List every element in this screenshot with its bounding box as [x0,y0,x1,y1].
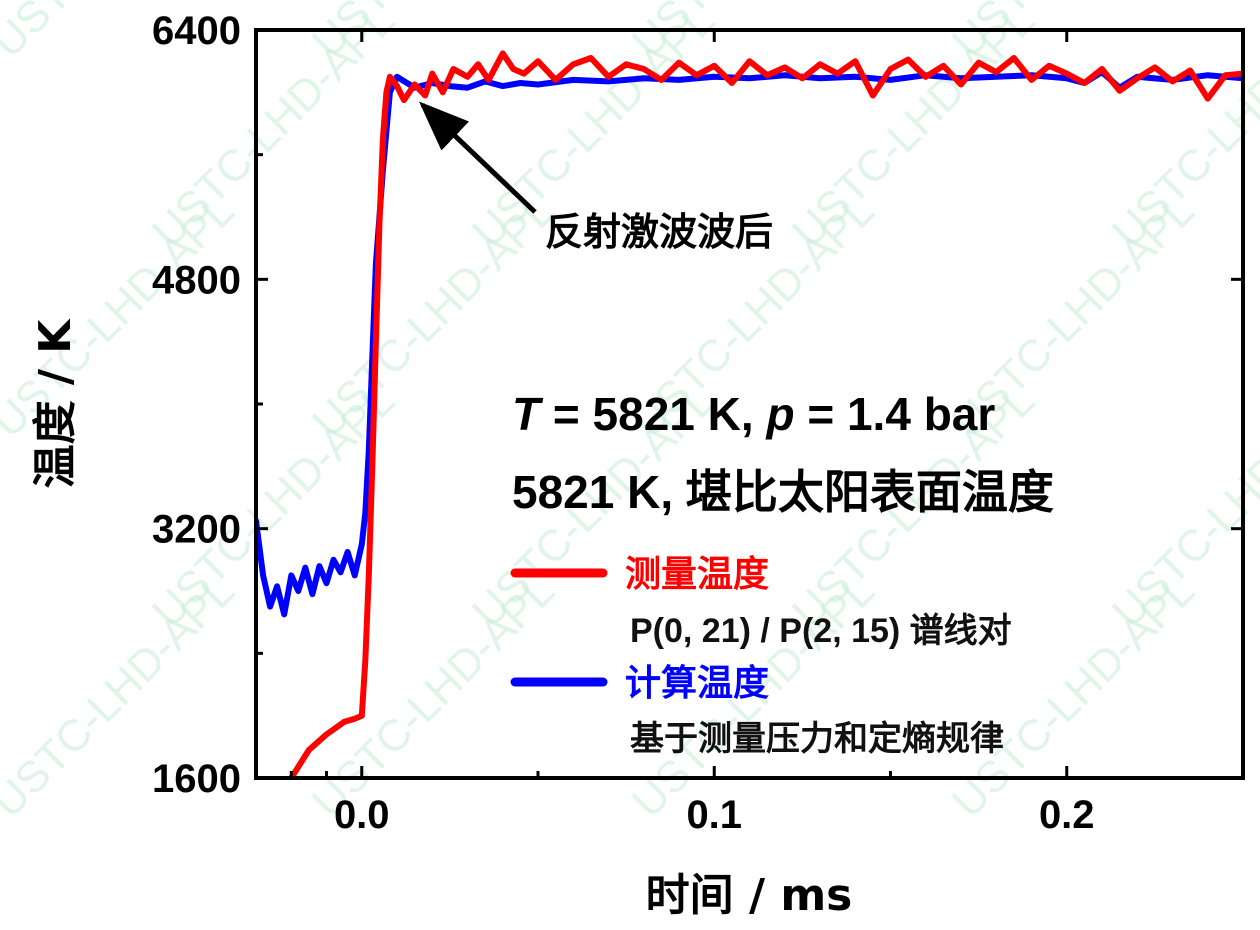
series-layer [256,50,1243,778]
ticks-layer: 0.0 0.1 0.2 1600 3200 4800 6400 [152,9,1243,837]
legend-label-calculated: 计算温度 [625,663,769,704]
condition-pressure-text: = 1.4 bar [795,388,996,440]
annotation-reflected-shock: 反射激波波后 [545,210,773,254]
series-line-calculated [256,69,1243,618]
y-tick-label: 4800 [152,258,241,302]
legend: 测量温度 P(0, 21) / P(2, 15) 谱线对 计算温度 基于测量压力… [510,554,1012,758]
condition-line-2: 5821 K, 堪比太阳表面温度 [512,466,1054,518]
series-line-measured [288,50,1243,778]
legend-label-measured: 测量温度 [625,554,769,595]
condition-var-p: p [764,388,794,440]
watermark-text: USTC-LHD-APL [943,566,1204,827]
condition-var-T: T [512,388,544,440]
x-axis-title: 时间 / ms [646,870,853,921]
y-axis-title: 温度 / K [30,318,81,489]
condition-temp-text: = 5821 K, [540,388,766,440]
x-tick-label: 0.2 [1039,793,1095,837]
y-tick-label: 1600 [152,757,241,801]
condition-line-1: T = 5821 K, p = 1.4 bar [512,388,995,440]
y-tick-label: 3200 [152,508,241,552]
legend-note-measured: P(0, 21) / P(2, 15) 谱线对 [630,612,1012,650]
annotation-arrow [419,101,537,214]
watermark-text: USTC-LHD-APL [303,566,564,827]
x-tick-label: 0.1 [686,793,742,837]
x-tick-label: 0.0 [334,793,390,837]
y-tick-label: 6400 [152,9,241,53]
legend-note-calculated: 基于测量压力和定熵规律 [630,720,1004,758]
